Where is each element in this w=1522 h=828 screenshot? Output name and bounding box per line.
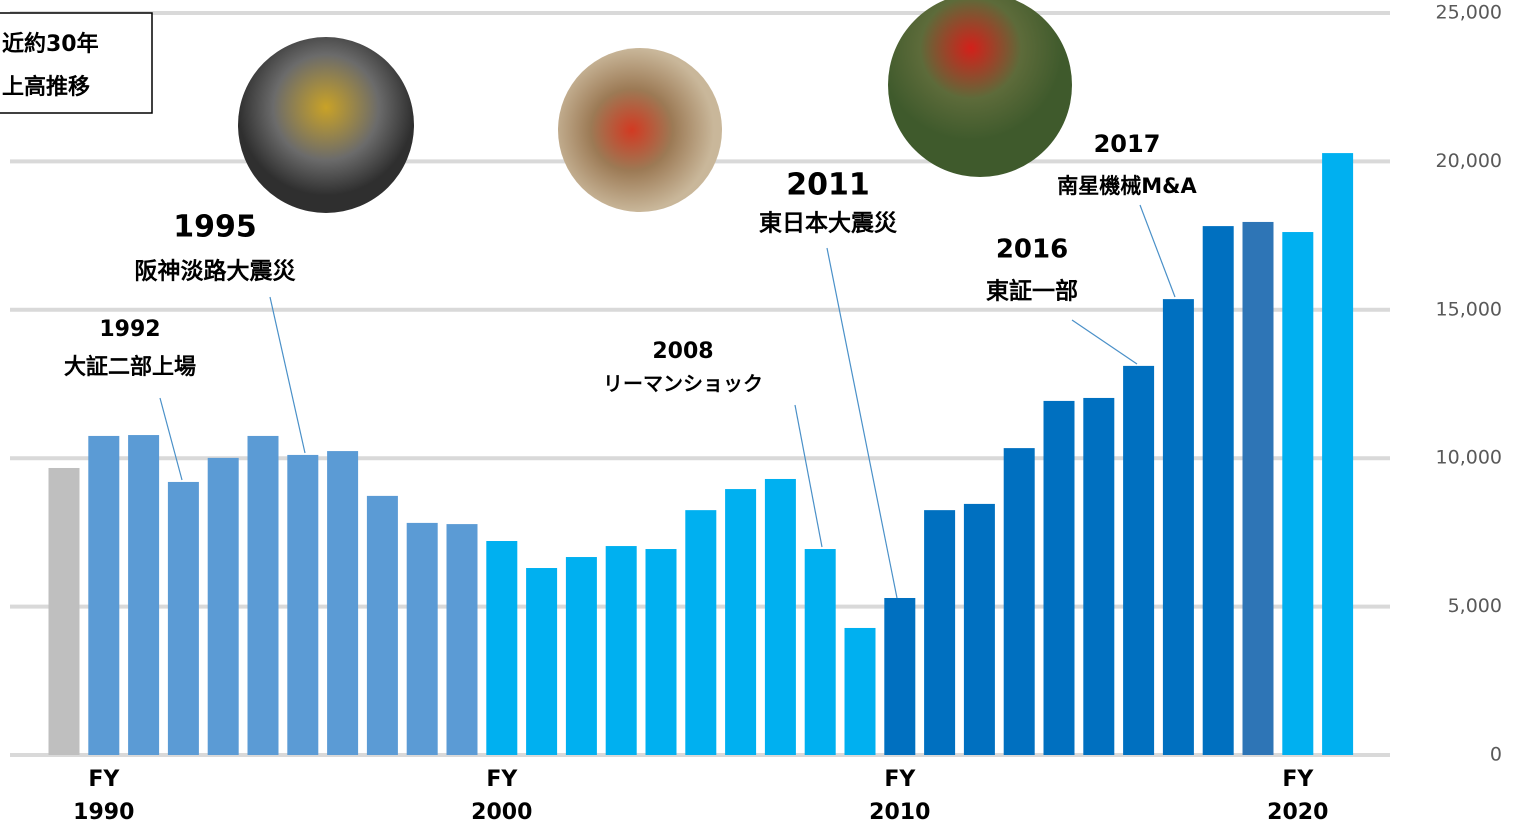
- bar: [1282, 232, 1313, 755]
- annotation-text: リーマンショック: [603, 372, 763, 396]
- bar: [128, 435, 159, 755]
- bar: [725, 489, 756, 755]
- leader-line: [795, 405, 822, 547]
- annotation-text: 南星機械M&A: [1057, 174, 1197, 198]
- annotation-text: 東証一部: [986, 278, 1078, 305]
- annotation-text: 東日本大震災: [759, 211, 898, 237]
- chart-title: 近約30年: [2, 31, 99, 57]
- bar: [88, 436, 119, 755]
- annotation-year: 1992: [99, 317, 160, 342]
- y-tick-label: 5,000: [1448, 595, 1502, 617]
- chart: 近約30年 上高推移 0 5,000 10,000 15,000 20,000 25,00…: [0, 0, 1522, 828]
- bar: [248, 436, 279, 755]
- y-tick-label: 25,000: [1436, 2, 1502, 24]
- annotation-year: 2016: [996, 235, 1068, 265]
- bar: [526, 568, 557, 755]
- bar: [884, 598, 915, 755]
- annotation-year: 1995: [173, 210, 257, 245]
- photo: [558, 48, 722, 212]
- bar: [646, 549, 677, 755]
- bar: [606, 546, 637, 755]
- annotation-year: 2011: [786, 168, 870, 203]
- annotation-text: 阪神淡路大震災: [135, 258, 297, 285]
- bar: [924, 510, 955, 755]
- bar: [1044, 401, 1075, 755]
- leader-line: [270, 297, 305, 453]
- bar: [1123, 366, 1154, 755]
- annotation-year: 2017: [1094, 130, 1161, 158]
- y-tick-label: 10,000: [1436, 447, 1502, 469]
- bar: [287, 455, 318, 755]
- bar: [407, 523, 438, 755]
- bar: [49, 468, 80, 755]
- y-tick-label: 15,000: [1436, 298, 1502, 320]
- bar: [327, 451, 358, 755]
- chart-title: 上高推移: [2, 74, 90, 100]
- bar: [845, 628, 876, 755]
- annotation-year: 2008: [652, 339, 713, 364]
- bar: [765, 479, 796, 755]
- y-tick-label: 20,000: [1436, 150, 1502, 172]
- leader-line: [827, 248, 897, 598]
- bar: [208, 458, 239, 755]
- leader-line: [1072, 320, 1137, 364]
- bar: [447, 524, 478, 755]
- leader-line: [1140, 205, 1175, 297]
- bar: [1322, 153, 1353, 755]
- bar: [1203, 226, 1234, 755]
- bar: [367, 496, 398, 755]
- bar: [964, 504, 995, 755]
- bar: [566, 557, 597, 755]
- bar: [805, 549, 836, 755]
- bar: [1004, 448, 1035, 755]
- bar: [168, 482, 199, 755]
- leader-line: [160, 398, 182, 480]
- bar: [685, 510, 716, 755]
- photo: [888, 0, 1072, 177]
- annotation-text: 大証二部上場: [64, 354, 196, 380]
- bar: [1163, 299, 1194, 755]
- y-tick-label: 0: [1490, 744, 1502, 766]
- bar: [486, 541, 517, 755]
- photo: [238, 37, 414, 213]
- bar: [1243, 222, 1274, 755]
- bar: [1083, 398, 1114, 755]
